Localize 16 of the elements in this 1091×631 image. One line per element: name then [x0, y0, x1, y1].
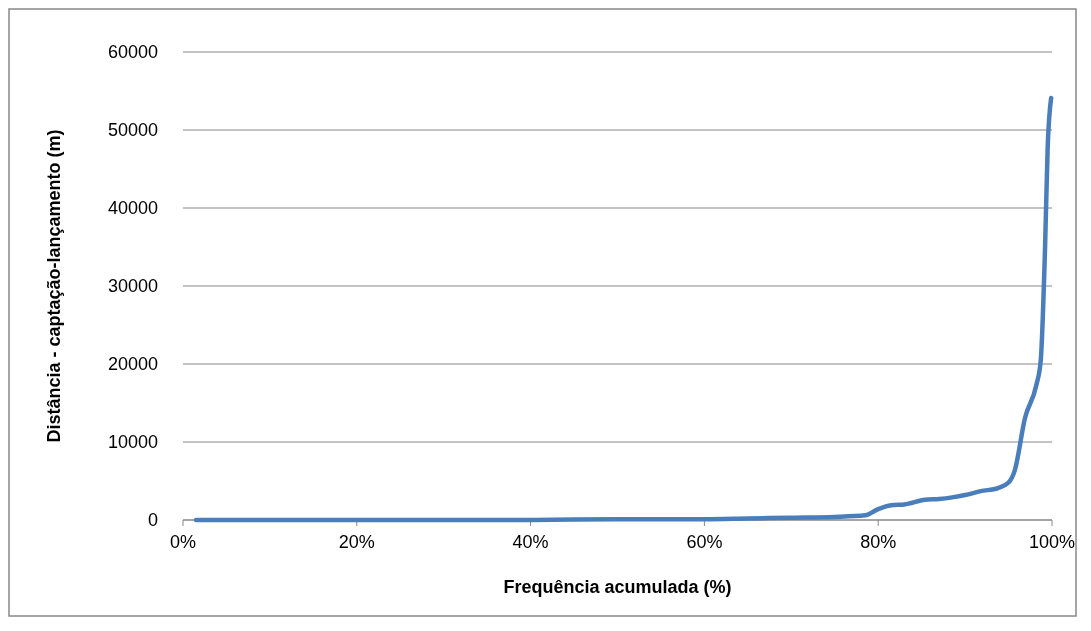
y-tick-label: 20000: [107, 354, 158, 374]
y-tick-label: 40000: [107, 198, 158, 218]
x-tick-label: 100%: [1028, 532, 1076, 552]
x-tick-label: 20%: [338, 532, 375, 552]
x-tick-label: 80%: [860, 532, 897, 552]
x-tick-label: 0%: [169, 532, 197, 552]
x-tick-label: 40%: [512, 532, 549, 552]
y-tick-label: 0: [147, 510, 158, 530]
y-tick-label: 50000: [107, 120, 158, 140]
x-axis-title: Frequência acumulada (%): [503, 577, 732, 597]
y-tick-label: 10000: [107, 432, 158, 452]
y-tick-label: 60000: [107, 42, 158, 62]
x-tick-label: 60%: [686, 532, 723, 552]
y-axis-title: Distância - captação-lançamento (m): [44, 129, 64, 443]
y-tick-label: 30000: [107, 276, 158, 296]
line-series: [193, 95, 1054, 523]
